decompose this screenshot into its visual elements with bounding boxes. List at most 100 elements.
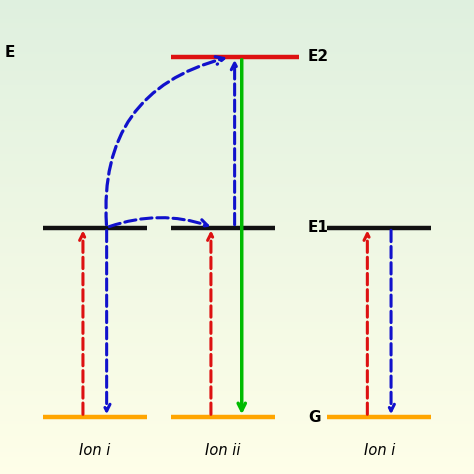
Bar <box>0 73 474 76</box>
Bar <box>0 175 474 178</box>
Bar <box>0 235 474 237</box>
Bar <box>0 140 474 142</box>
Bar <box>0 64 474 66</box>
Bar <box>0 116 474 118</box>
Text: Ion i: Ion i <box>79 443 110 458</box>
Bar <box>0 412 474 415</box>
Bar <box>0 147 474 149</box>
Bar <box>0 360 474 363</box>
Bar <box>0 396 474 398</box>
Bar <box>0 351 474 353</box>
Bar <box>0 36 474 38</box>
Bar <box>0 28 474 31</box>
Bar <box>0 230 474 232</box>
Bar <box>0 438 474 441</box>
Bar <box>0 52 474 55</box>
Bar <box>0 14 474 17</box>
Bar <box>0 12 474 14</box>
Bar <box>0 182 474 185</box>
Bar <box>0 327 474 329</box>
Bar <box>0 156 474 159</box>
Bar <box>0 313 474 315</box>
Bar <box>0 0 474 2</box>
Bar <box>0 329 474 332</box>
Bar <box>0 45 474 47</box>
Bar <box>0 289 474 292</box>
Bar <box>0 448 474 450</box>
Bar <box>0 166 474 168</box>
Bar <box>0 374 474 377</box>
Bar <box>0 405 474 408</box>
Bar <box>0 232 474 235</box>
Bar <box>0 249 474 251</box>
Bar <box>0 149 474 152</box>
Bar <box>0 334 474 337</box>
Bar <box>0 284 474 287</box>
Bar <box>0 353 474 356</box>
Bar <box>0 246 474 249</box>
Bar <box>0 180 474 182</box>
Bar <box>0 137 474 140</box>
Bar <box>0 341 474 344</box>
Bar <box>0 401 474 403</box>
Bar <box>0 168 474 171</box>
Bar <box>0 126 474 128</box>
Bar <box>0 228 474 230</box>
Bar <box>0 256 474 258</box>
Bar <box>0 254 474 256</box>
Bar <box>0 398 474 401</box>
Bar <box>0 282 474 284</box>
Bar <box>0 123 474 126</box>
Bar <box>0 223 474 225</box>
Bar <box>0 142 474 145</box>
Bar <box>0 372 474 374</box>
Bar <box>0 301 474 303</box>
Bar <box>0 90 474 92</box>
Bar <box>0 303 474 306</box>
Bar <box>0 258 474 261</box>
Bar <box>0 453 474 455</box>
Bar <box>0 431 474 434</box>
Bar <box>0 261 474 263</box>
Bar <box>0 377 474 379</box>
Bar <box>0 325 474 327</box>
Bar <box>0 21 474 24</box>
Bar <box>0 50 474 52</box>
Bar <box>0 296 474 299</box>
Bar <box>0 306 474 308</box>
Bar <box>0 363 474 365</box>
Bar <box>0 422 474 424</box>
Text: E2: E2 <box>308 49 329 64</box>
Bar <box>0 370 474 372</box>
Bar <box>0 71 474 73</box>
Bar <box>0 216 474 218</box>
Bar <box>0 469 474 472</box>
Bar <box>0 275 474 277</box>
Bar <box>0 152 474 154</box>
Bar <box>0 78 474 81</box>
Bar <box>0 318 474 320</box>
Bar <box>0 97 474 100</box>
Bar <box>0 26 474 28</box>
Bar <box>0 225 474 228</box>
Bar <box>0 81 474 83</box>
Bar <box>0 237 474 239</box>
Bar <box>0 100 474 102</box>
Bar <box>0 38 474 40</box>
Bar <box>0 419 474 422</box>
Bar <box>0 367 474 370</box>
Bar <box>0 310 474 313</box>
Bar <box>0 356 474 358</box>
Bar <box>0 441 474 443</box>
Bar <box>0 114 474 116</box>
Bar <box>0 47 474 50</box>
Bar <box>0 408 474 410</box>
Bar <box>0 9 474 12</box>
Bar <box>0 192 474 194</box>
Bar <box>0 462 474 465</box>
Bar <box>0 88 474 90</box>
Bar <box>0 83 474 85</box>
Bar <box>0 133 474 135</box>
Bar <box>0 460 474 462</box>
Bar <box>0 33 474 36</box>
